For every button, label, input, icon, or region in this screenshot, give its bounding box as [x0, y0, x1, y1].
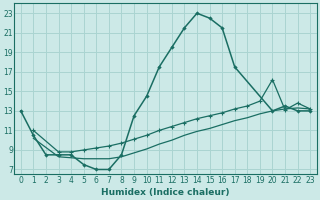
X-axis label: Humidex (Indice chaleur): Humidex (Indice chaleur)	[101, 188, 230, 197]
